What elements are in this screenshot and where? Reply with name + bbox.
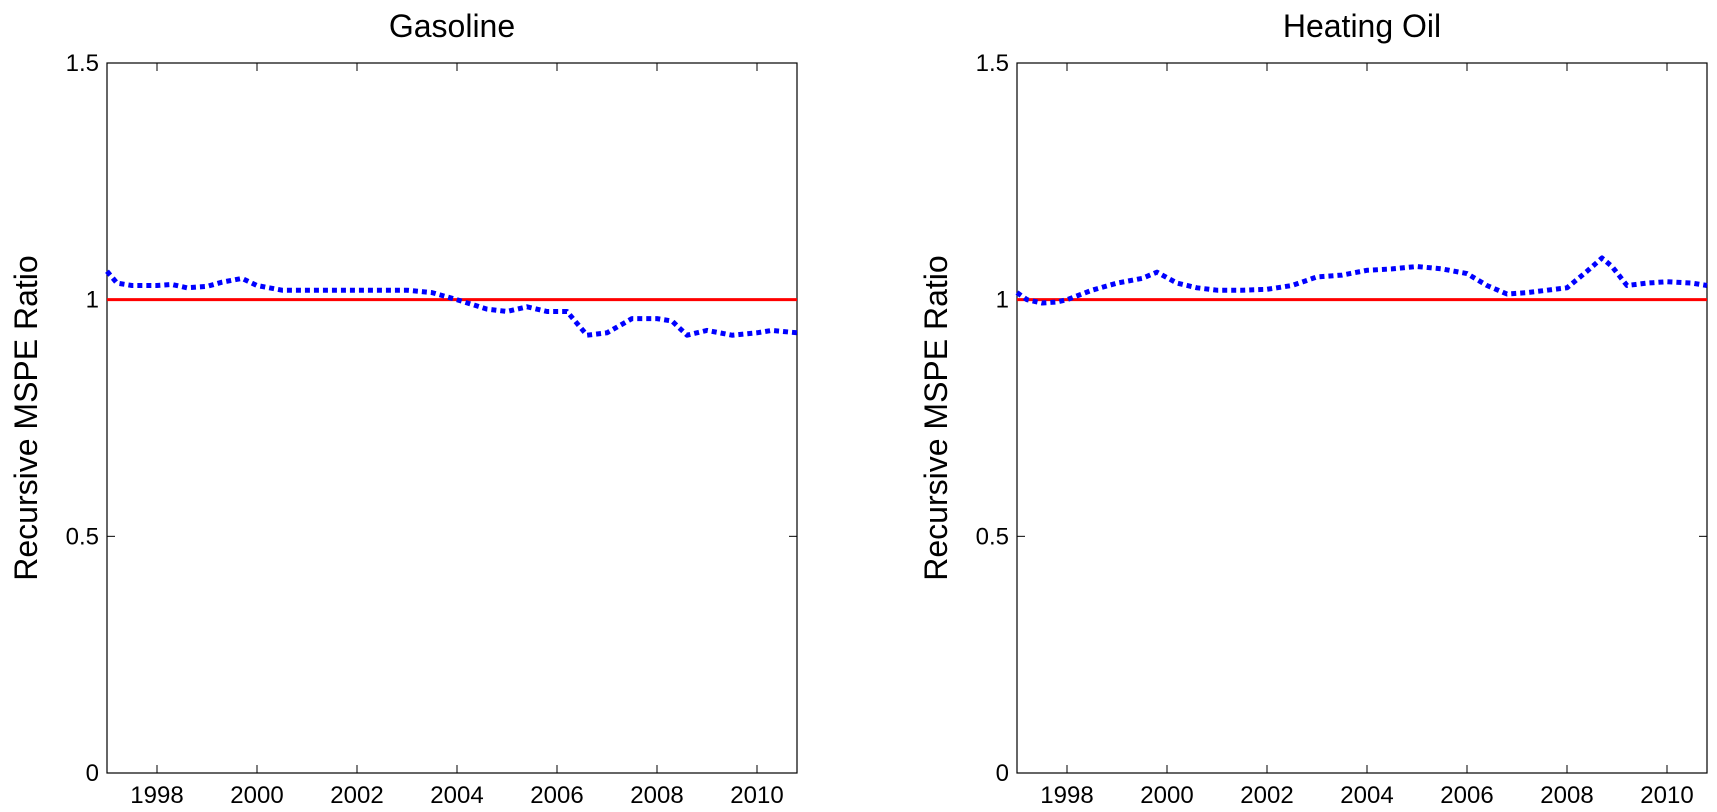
panel-title: Heating Oil [1283,8,1441,44]
x-tick-label: 1998 [1040,782,1093,809]
panel-title: Gasoline [389,8,515,44]
x-tick-label: 2008 [1540,782,1593,809]
x-tick-label: 2008 [630,782,683,809]
series-line [105,269,798,338]
gasoline-panel: 1998 2000 2002 2004 2006 2008 2010 0 0.5 1 1.5 Gaso… [8,8,798,809]
y-tick-label: 1 [996,287,1009,314]
y-tick-label: 1.5 [976,50,1009,77]
heating-oil-panel: 1998 2000 2002 2004 2006 2008 2010 0 0.5 1 1.5 Heat… [918,8,1708,809]
x-tick-label: 2006 [530,782,583,809]
y-tick-label: 0 [996,760,1009,787]
axes-frame [106,62,798,774]
y-axis-label: Recursive MSPE Ratio [918,255,954,580]
x-tick-label: 2004 [430,782,483,809]
x-tick-label: 2006 [1440,782,1493,809]
x-tick-label: 2000 [1140,782,1193,809]
axes-frame [1016,62,1708,774]
y-tick-label: 0.5 [976,523,1009,550]
y-tick-label: 1 [86,287,99,314]
x-tick-label: 2002 [1240,782,1293,809]
x-tick-label: 1998 [130,782,183,809]
x-tick-label: 2000 [230,782,283,809]
x-tick-label: 2004 [1340,782,1393,809]
series-line [1015,255,1708,306]
y-tick-label: 1.5 [66,50,99,77]
x-tick-label: 2002 [330,782,383,809]
y-tick-label: 0 [86,760,99,787]
x-tick-label: 2010 [1640,782,1693,809]
y-tick-label: 0.5 [66,523,99,550]
y-axis-label: Recursive MSPE Ratio [8,255,44,580]
x-tick-label: 2010 [730,782,783,809]
